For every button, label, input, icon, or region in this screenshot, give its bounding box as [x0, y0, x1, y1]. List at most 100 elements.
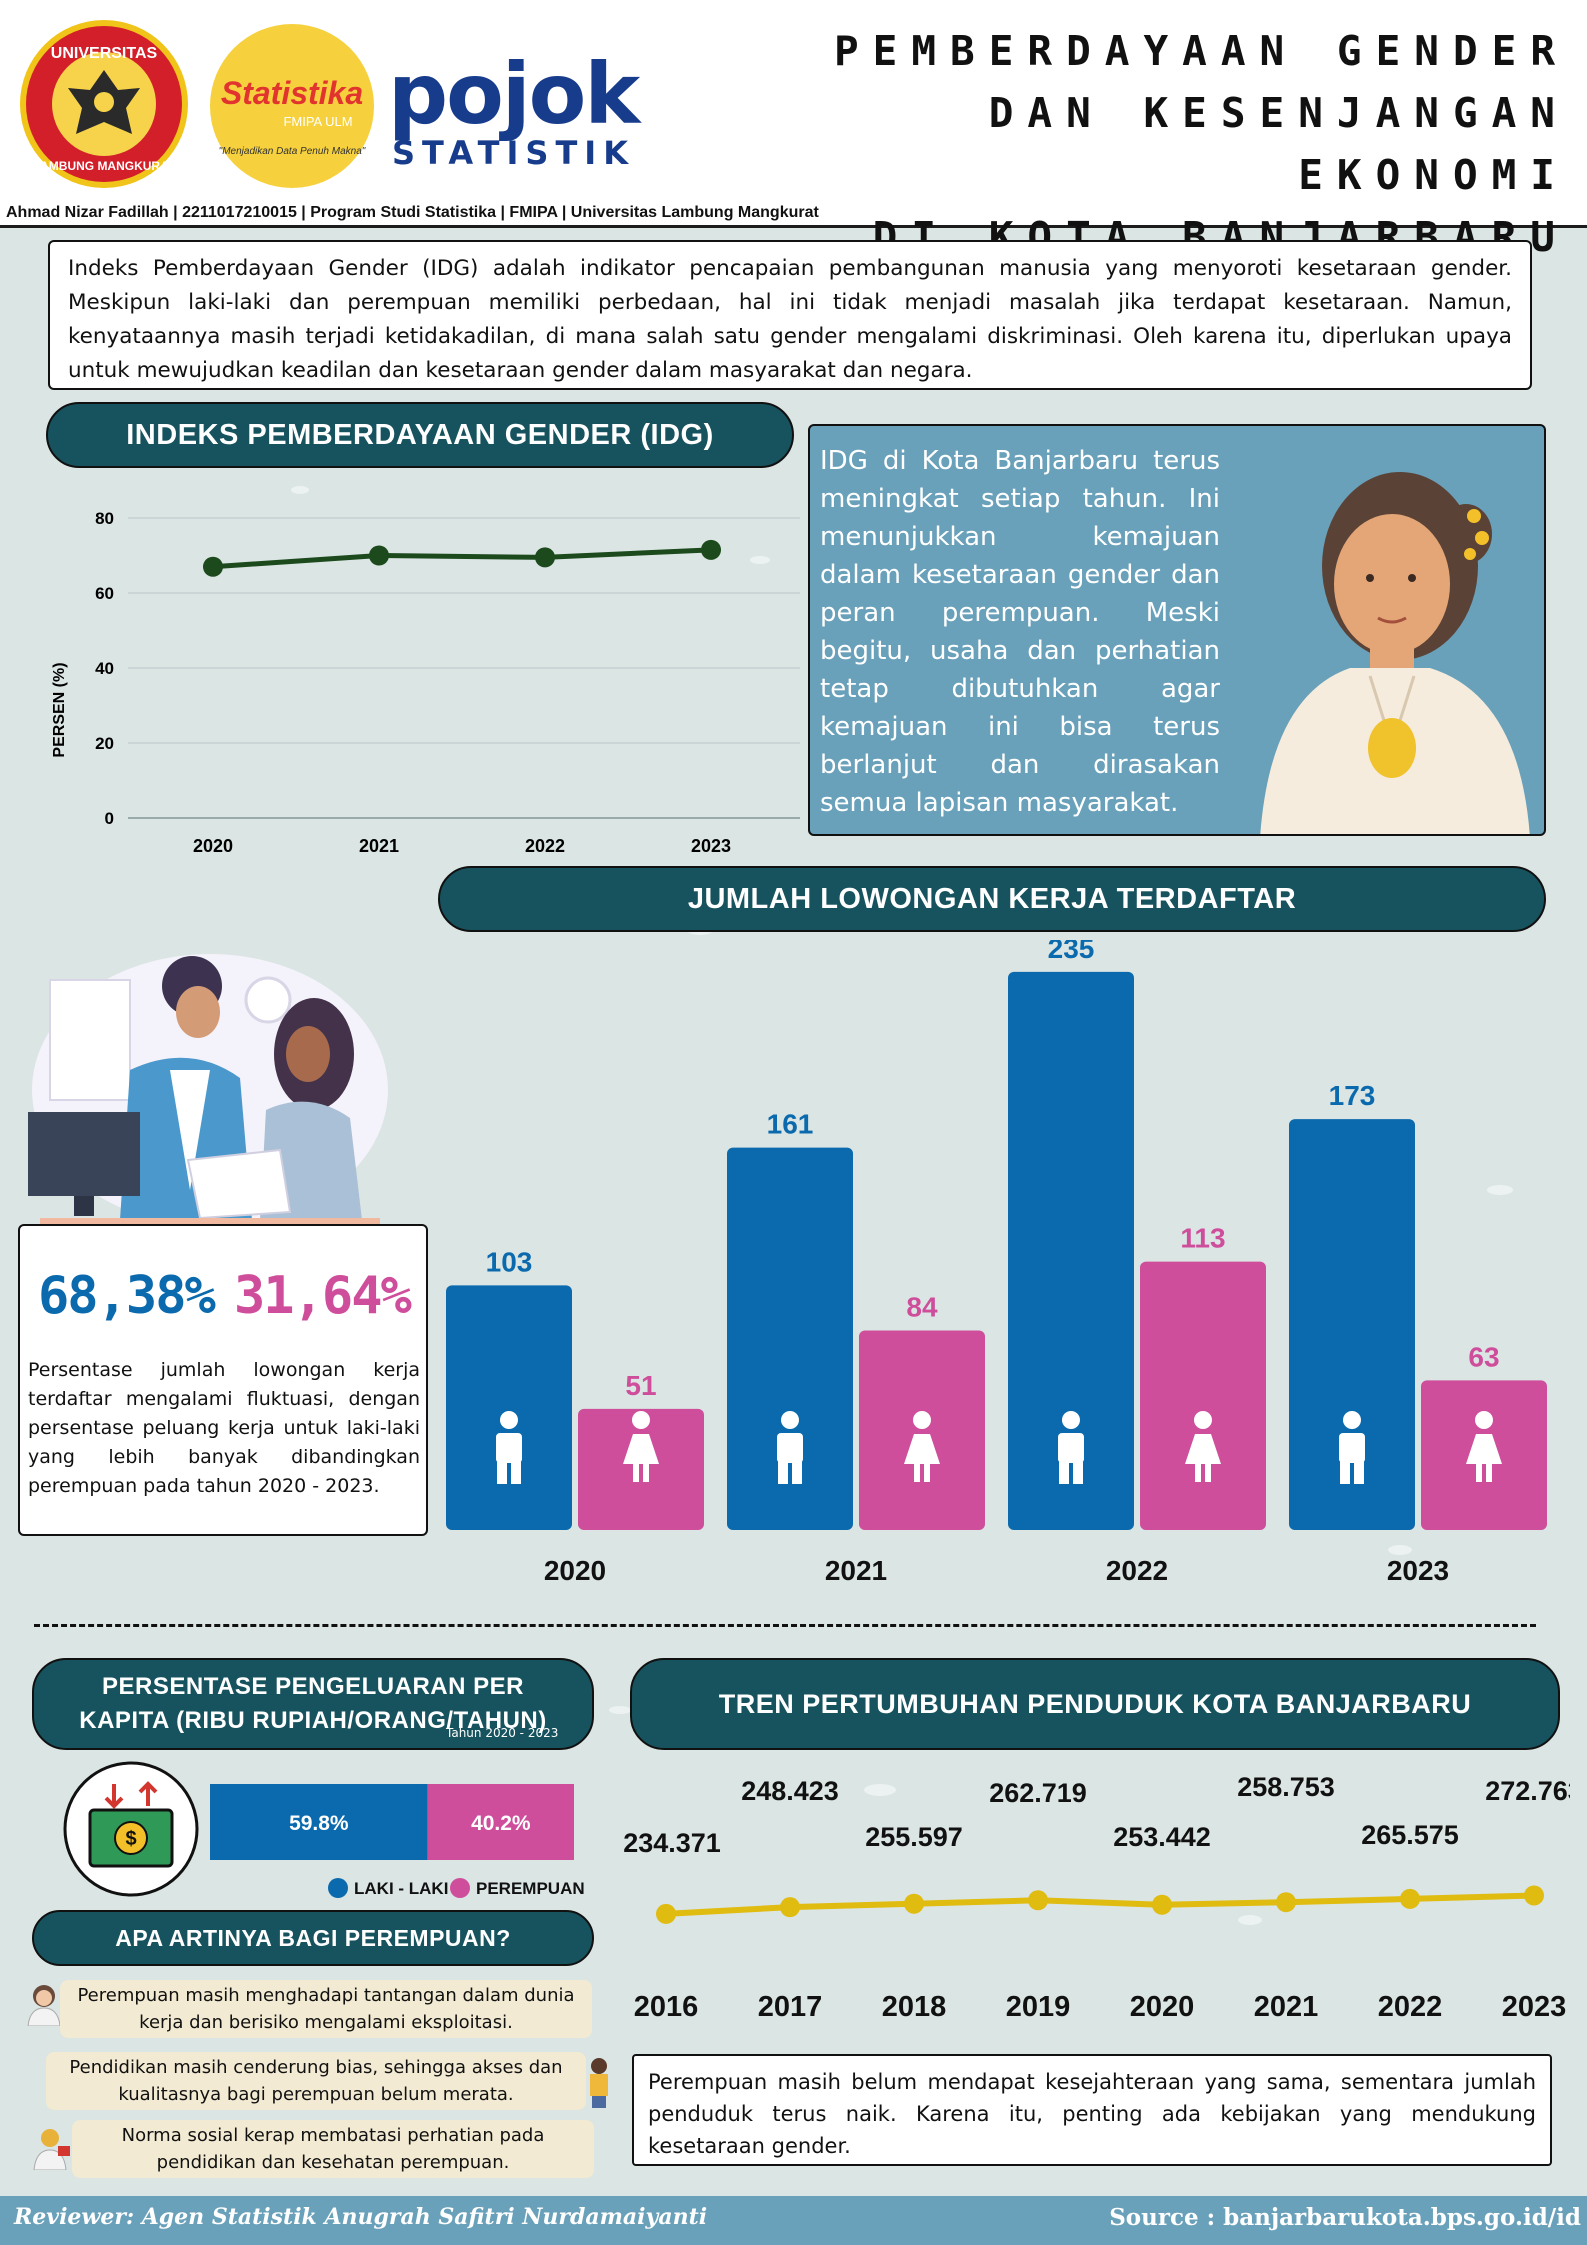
population-year-label: 2023	[1502, 1991, 1567, 2023]
population-year-label: 2016	[634, 1991, 699, 2023]
bar-value-label: 103	[486, 1246, 533, 1277]
population-point	[1524, 1885, 1544, 1906]
bar-value-label: 113	[1180, 1223, 1225, 1254]
bar-category-label: 2021	[825, 1555, 887, 1586]
population-line	[665, 1892, 1535, 1917]
money-icon: $	[63, 1761, 199, 1897]
bar-category-label: 2022	[1106, 1555, 1168, 1586]
idg-title: INDEKS PEMBERDAYAAN GENDER (IDG)	[46, 402, 794, 468]
population-value-label: 258.753	[1237, 1772, 1335, 1802]
bar-category-label: 2020	[544, 1555, 606, 1586]
student-icon	[590, 2058, 608, 2108]
meaning-note-2: Pendidikan masih cenderung bias, sehingg…	[46, 2052, 586, 2110]
jobs-description: Persentase jumlah lowongan kerja terdaft…	[28, 1359, 420, 1497]
bar-value-label: 173	[1329, 1080, 1376, 1111]
population-point	[656, 1903, 676, 1924]
male-icon	[1058, 1411, 1084, 1484]
jobs-bar-chart: 103 51 2020 161 84 2021 235 113 2022 173 63 2023	[446, 940, 1547, 1586]
statistik-wordmark: STATISTIK	[392, 134, 635, 172]
legend-women: PEREMPUAN	[450, 1878, 585, 1899]
header: UNIVERSITAS LAMBUNG MANGKURAT Statistika…	[0, 0, 1587, 261]
spending-segment-label: 40.2%	[471, 1812, 531, 1835]
idg-ylabel: PERSEN (%)	[51, 662, 68, 757]
bar-value-label: 84	[906, 1292, 938, 1323]
legend-men-dot	[328, 1878, 348, 1898]
bar-value-label: 235	[1048, 940, 1095, 964]
idg-xtick: 2023	[691, 836, 731, 856]
spending-subtitle: Tahun 2020 - 2023	[446, 1726, 559, 1740]
idg-line-chart: PERSEN (%) 0 20 40 60 80 2020 2021 2022 2023	[51, 509, 800, 856]
population-point	[904, 1893, 924, 1914]
section-divider	[34, 1624, 1536, 1627]
population-title: TREN PERTUMBUHAN PENDUDUK KOTA BANJARBAR…	[630, 1658, 1560, 1750]
population-year-label: 2021	[1254, 1991, 1319, 2023]
legend-women-dot	[450, 1878, 470, 1898]
jobs-stat-box: 68,38% 31,64% Persentase jumlah lowongan…	[18, 1224, 428, 1536]
meaning-title: APA ARTINYA BAGI PEREMPUAN?	[32, 1910, 594, 1966]
page-title: PEMBERDAYAAN GENDER DAN KESENJANGAN EKON…	[729, 20, 1569, 268]
female-icon	[1185, 1411, 1221, 1482]
population-year-label: 2018	[882, 1991, 947, 2023]
svg-text:FMIPA ULM: FMIPA ULM	[283, 114, 352, 129]
bar-women	[859, 1330, 985, 1530]
woman-avatar-icon	[27, 1985, 61, 2026]
source-link[interactable]: Source : banjarbarukota.bps.go.id/id	[1109, 2204, 1581, 2231]
pct-men: 68,38%	[38, 1266, 216, 1326]
office-workers-illustration-icon	[28, 954, 388, 1226]
svg-text:Statistika: Statistika	[221, 75, 363, 111]
statistika-logo-icon: Statistika FMIPA ULM "Menjadikan Data Pe…	[210, 24, 374, 188]
legend-women-label: PEREMPUAN	[476, 1879, 585, 1898]
title-line-2: DAN KESENJANGAN EKONOMI	[988, 89, 1569, 199]
legend-men: LAKI - LAKI	[328, 1878, 448, 1899]
population-series: 234.371 2016 248.423 2017 255.597 2018 262.719…	[623, 1772, 1570, 2023]
idg-ytick: 20	[95, 734, 114, 753]
meaning-note-1: Perempuan masih menghadapi tantangan dal…	[60, 1980, 592, 2038]
bar-women	[1140, 1261, 1266, 1530]
spending-stacked-bar: 59.8% 40.2%	[210, 1784, 574, 1860]
population-point	[780, 1897, 800, 1918]
idg-description: IDG di Kota Banjarbaru terus meningkat s…	[820, 446, 1220, 818]
population-year-label: 2017	[758, 1991, 823, 2023]
idg-xtick: 2021	[359, 836, 399, 856]
idg-line	[212, 547, 712, 570]
population-value-label: 262.719	[989, 1778, 1087, 1808]
idg-ytick: 40	[95, 659, 114, 678]
spending-segment-label: 59.8%	[289, 1812, 349, 1835]
woman-illustration-icon	[1260, 472, 1530, 834]
population-point	[1028, 1890, 1048, 1911]
idg-ytick: 0	[105, 809, 114, 828]
population-year-label: 2019	[1006, 1991, 1071, 2023]
bar-men	[446, 1285, 572, 1530]
female-icon	[623, 1411, 659, 1482]
population-value-label: 248.423	[741, 1776, 839, 1806]
ulm-logo-icon: UNIVERSITAS LAMBUNG MANGKURAT	[20, 20, 188, 188]
spending-women-segment	[427, 1784, 574, 1860]
svg-text:"Menjadikan Data Penuh Makna": "Menjadikan Data Penuh Makna"	[219, 146, 366, 157]
bar-men	[727, 1147, 853, 1530]
jobs-title: JUMLAH LOWONGAN KERJA TERDAFTAR	[438, 866, 1546, 932]
idg-ytick: 80	[95, 509, 114, 528]
population-line-chart: 234.371 2016 248.423 2017 255.597 2018 262.719…	[623, 1772, 1570, 2023]
population-value-label: 253.442	[1113, 1822, 1211, 1852]
population-year-label: 2022	[1378, 1991, 1443, 2023]
population-value-label: 255.597	[865, 1822, 963, 1852]
population-point	[1276, 1892, 1296, 1913]
male-icon	[777, 1411, 803, 1484]
intro-box: Indeks Pemberdayaan Gender (IDG) adalah …	[48, 240, 1532, 390]
idg-xtick: 2020	[193, 836, 233, 856]
svg-text:$: $	[125, 1828, 136, 1850]
male-icon	[496, 1411, 522, 1484]
population-year-label: 2020	[1130, 1991, 1195, 2023]
idg-xtick: 2022	[525, 836, 565, 856]
spending-title: PERSENTASE PENGELUARAN PER KAPITA (RIBU …	[32, 1658, 594, 1750]
idg-grid: 0 20 40 60 80 2020 2021 2022 2023	[95, 509, 800, 856]
bar-value-label: 63	[1468, 1341, 1499, 1372]
bar-category-label: 2023	[1387, 1555, 1449, 1586]
bar-value-label: 161	[767, 1109, 814, 1140]
female-icon	[1466, 1411, 1502, 1482]
idg-point	[203, 556, 223, 577]
jobs-bars: 103 51 2020 161 84 2021 235 113 2022 173 63 2023	[446, 940, 1547, 1586]
idg-series	[203, 539, 721, 577]
population-conclusion: Perempuan masih belum mendapat kesejahte…	[632, 2054, 1552, 2166]
bar-value-label: 51	[625, 1370, 656, 1401]
